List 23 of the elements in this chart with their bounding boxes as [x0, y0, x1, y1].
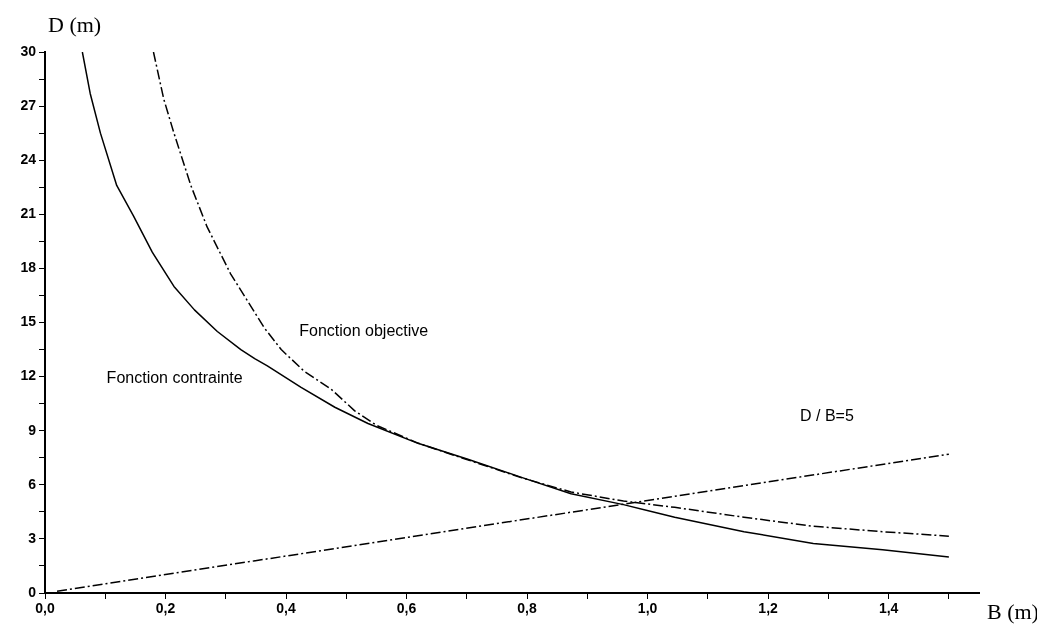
- y-tick-label: 12: [20, 367, 37, 384]
- series-label: Fonction objective: [299, 321, 429, 339]
- x-tick-label: 0,4: [276, 600, 296, 617]
- y-tick-label: 6: [28, 475, 37, 492]
- x-tick-label: 1,4: [878, 600, 899, 617]
- x-tick-label: 1,0: [637, 600, 658, 617]
- y-tick-label: 9: [28, 421, 37, 438]
- y-tick-label: 0: [28, 583, 37, 600]
- y-tick-label: 27: [20, 96, 37, 113]
- y-tick-label: 18: [20, 259, 37, 276]
- y-tick-label: 30: [20, 42, 37, 59]
- x-tick-label: 0,6: [396, 600, 417, 617]
- y-axis-title: D (m): [48, 11, 102, 37]
- y-tick-label: 24: [20, 151, 37, 168]
- y-tick-label: 3: [28, 529, 37, 546]
- series-label: Fonction contrainte: [106, 368, 243, 386]
- text: D / B=5: [800, 406, 854, 424]
- x-tick-label: 0,0: [35, 600, 55, 617]
- y-tick-label: 21: [20, 205, 37, 222]
- x-tick-label: 1,2: [758, 600, 779, 617]
- y-tick-label: 15: [20, 313, 37, 330]
- x-tick-label: 0,2: [155, 600, 176, 617]
- x-tick-label: 0,8: [517, 600, 538, 617]
